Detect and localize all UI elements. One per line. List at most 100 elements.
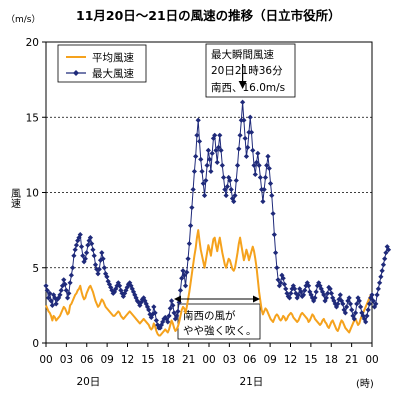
data-point-maximum-178 <box>269 192 275 199</box>
data-point-maximum-163 <box>250 147 256 153</box>
data-point-maximum-17 <box>64 295 71 301</box>
data-point-maximum-181 <box>272 250 279 256</box>
data-point-maximum-141 <box>222 186 228 193</box>
data-point-maximum-45 <box>100 256 106 262</box>
data-point-maximum-201 <box>298 289 304 295</box>
data-point-maximum-211 <box>311 298 317 304</box>
data-point-maximum-136 <box>215 144 222 150</box>
data-point-maximum-110 <box>182 283 189 289</box>
data-point-maximum-241 <box>349 307 355 313</box>
data-point-maximum-116 <box>190 186 196 193</box>
data-point-maximum-143 <box>224 183 230 190</box>
data-point-maximum-162 <box>248 129 255 135</box>
data-point-maximum-155 <box>240 99 246 105</box>
data-point-maximum-176 <box>266 165 272 172</box>
data-point-maximum-264 <box>378 274 384 280</box>
data-point-maximum-209 <box>308 292 314 298</box>
data-point-maximum-103 <box>174 313 180 319</box>
data-point-maximum-33 <box>85 242 91 248</box>
data-point-maximum-183 <box>275 277 281 283</box>
data-point-maximum-108 <box>180 268 186 274</box>
data-point-maximum-182 <box>274 265 280 271</box>
data-point-maximum-233 <box>338 298 345 304</box>
x-tick-label-8: 00 <box>202 354 215 366</box>
data-point-maximum-232 <box>337 292 343 298</box>
data-point-maximum-42 <box>96 266 102 272</box>
data-point-maximum-212 <box>312 295 318 301</box>
x-tick-label-9: 03 <box>223 354 236 366</box>
data-point-maximum-225 <box>328 290 335 296</box>
data-point-maximum-47 <box>103 271 109 277</box>
data-point-maximum-156 <box>241 117 247 123</box>
data-point-maximum-12 <box>58 287 64 293</box>
data-point-maximum-20 <box>68 272 74 278</box>
data-point-maximum-257 <box>369 292 375 298</box>
data-point-maximum-30 <box>81 259 87 265</box>
data-point-maximum-268 <box>383 250 389 256</box>
data-point-maximum-180 <box>271 232 277 238</box>
x-tick-label-1: 03 <box>60 354 73 366</box>
series-line-average <box>45 229 373 337</box>
data-point-maximum-72 <box>134 298 140 304</box>
data-point-maximum-120 <box>195 117 201 123</box>
data-point-maximum-130 <box>208 168 214 175</box>
data-point-maximum-127 <box>204 162 210 169</box>
annotation-peak-box <box>205 43 296 98</box>
x-tick-label-12: 12 <box>284 354 297 366</box>
data-point-maximum-172 <box>261 186 267 193</box>
data-point-maximum-4 <box>48 298 54 304</box>
data-point-maximum-111 <box>184 269 190 275</box>
data-point-maximum-100 <box>170 302 176 308</box>
data-point-maximum-118 <box>193 153 199 159</box>
data-point-maximum-21 <box>70 265 76 271</box>
data-point-maximum-153 <box>237 132 243 138</box>
series-line-maximum <box>45 101 389 329</box>
data-point-maximum-171 <box>260 198 266 205</box>
data-point-maximum-140 <box>220 174 227 181</box>
annotation-peak-callout: 最大瞬間風速 20日21時36分 南西、16.0m/s <box>205 43 296 98</box>
x-tick-label-15: 21 <box>345 354 358 366</box>
data-point-maximum-159 <box>245 144 251 150</box>
data-point-maximum-260 <box>373 301 379 307</box>
series-markers-maximum <box>43 99 392 331</box>
period-arrow-head-right <box>253 295 260 303</box>
data-point-maximum-158 <box>243 153 250 159</box>
data-point-maximum-5 <box>49 302 55 308</box>
data-point-maximum-71 <box>133 295 139 301</box>
data-point-maximum-58 <box>116 283 123 289</box>
x-axis-unit: (時) <box>356 378 374 390</box>
annotation-wind-callout: 南西の風が やや強く吹く。 <box>177 303 261 340</box>
x-tick-label-14: 18 <box>325 354 338 366</box>
data-point-maximum-85 <box>151 304 157 310</box>
data-point-maximum-152 <box>236 146 242 152</box>
y-tick-label-10: 10 <box>26 188 39 200</box>
data-point-maximum-151 <box>234 162 241 169</box>
data-point-maximum-37 <box>90 247 96 253</box>
data-point-maximum-77 <box>141 295 147 301</box>
data-point-maximum-52 <box>109 287 115 293</box>
data-point-maximum-245 <box>354 301 360 307</box>
legend: 平均風速 最大風速 <box>57 44 147 83</box>
data-point-maximum-224 <box>327 286 333 292</box>
data-point-maximum-18 <box>66 290 72 296</box>
data-point-maximum-238 <box>345 298 351 304</box>
data-point-maximum-142 <box>223 192 229 199</box>
data-point-maximum-227 <box>331 298 337 304</box>
data-point-maximum-122 <box>198 156 204 162</box>
data-point-maximum-188 <box>281 281 288 287</box>
data-point-maximum-119 <box>194 132 200 138</box>
x-tick-label-10: 06 <box>243 354 257 366</box>
data-point-maximum-35 <box>87 235 93 241</box>
data-point-maximum-265 <box>379 268 385 274</box>
data-point-maximum-247 <box>356 298 362 304</box>
data-point-maximum-44 <box>99 250 105 256</box>
data-point-maximum-270 <box>385 247 392 253</box>
data-point-maximum-221 <box>323 295 329 301</box>
data-point-maximum-115 <box>189 204 195 211</box>
x-tick-label-4: 12 <box>121 354 134 366</box>
x-tick-label-7: 21 <box>182 354 195 366</box>
data-point-maximum-131 <box>209 150 215 156</box>
period-arrow-head-left <box>174 295 181 303</box>
